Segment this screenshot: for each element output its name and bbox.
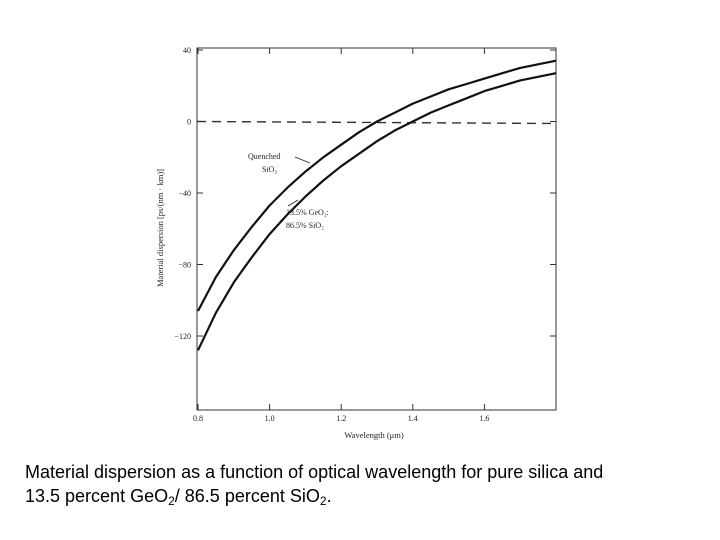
- y-tick-label: 0: [187, 118, 191, 127]
- annotation-quenched-line-2: SiO₂: [262, 165, 277, 174]
- caption-line-2a: 13.5 percent GeO: [25, 486, 169, 506]
- caption-line-2b: / 86.5 percent SiO: [174, 486, 320, 506]
- series-line-1: [197, 59, 557, 312]
- chart-labels: Wavelength (μm) Material dispersion [ps/(…: [155, 152, 404, 440]
- x-tick-label: 1.0: [265, 414, 275, 423]
- annotation-geo2-pointer: [287, 199, 299, 207]
- dispersion-chart: 40 0 −40 −80 −120 0.8 1.0 1.2 1.4 1.6 Wavelength …: [155, 46, 557, 440]
- caption-line-2c: .: [326, 486, 332, 506]
- x-axis-title: Wavelength (μm): [344, 430, 404, 440]
- x-tick-label: 1.2: [336, 414, 346, 423]
- plot-frame: [196, 47, 557, 411]
- caption-subscript-1: 2: [168, 494, 175, 508]
- y-axis-title: Material dispersion [ps/(nm · km)]: [155, 169, 165, 287]
- caption-subscript-2: 2: [319, 494, 327, 508]
- caption-line-1: Material dispersion as a function of opt…: [25, 462, 604, 482]
- chart-series: [197, 59, 557, 351]
- y-tick-label: 40: [183, 46, 191, 55]
- y-tick-label: −120: [174, 332, 191, 341]
- series-line-2: [197, 72, 557, 351]
- y-tick-label: −80: [178, 261, 191, 270]
- x-tick-label: 0.8: [193, 414, 203, 423]
- annotation-quenched-line-1: Quenched: [248, 152, 280, 161]
- x-tick-label: 1.6: [479, 414, 489, 423]
- y-tick-label: −40: [178, 189, 191, 198]
- annotation-quenched-pointer: [294, 156, 311, 164]
- chart-ticks: 40 0 −40 −80 −120 0.8 1.0 1.2 1.4 1.6: [174, 46, 556, 423]
- annotation-geo2-line-1: 13.5% GeO₂:: [286, 208, 329, 217]
- x-tick-label: 1.4: [408, 414, 418, 423]
- figure-caption: Material dispersion as a function of opt…: [25, 460, 705, 508]
- annotation-geo2-line-2: 86.5% SiO₂: [286, 221, 324, 230]
- chart-axes: [196, 47, 557, 411]
